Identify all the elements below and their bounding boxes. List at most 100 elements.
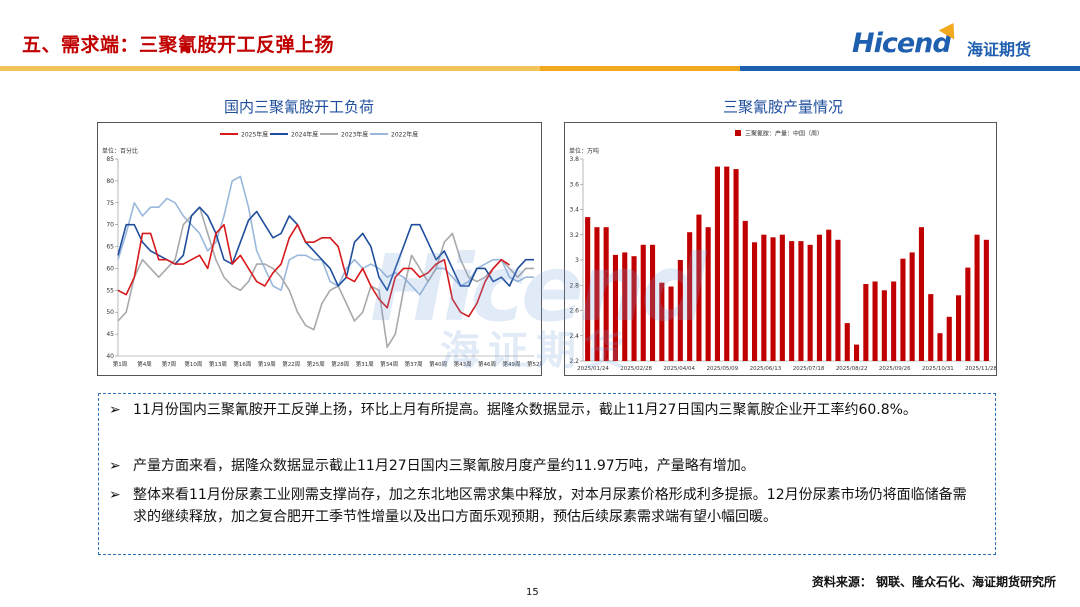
- y-tick-label: 60: [106, 265, 114, 272]
- bar: [724, 166, 730, 361]
- chart1-svg: 单位：百分比 2025年度 2024年度 2023年度 2022年度 40 45 50 55 60…: [102, 131, 541, 369]
- bar: [937, 333, 943, 361]
- logo-text: Hicend: [852, 28, 952, 59]
- bar: [946, 316, 952, 361]
- x-tick-label: 第4周: [137, 360, 152, 368]
- y-tick-label: 85: [106, 156, 114, 163]
- chart2-title: 三聚氰胺产量情况: [723, 98, 844, 116]
- x-tick-label: 2025/06/13: [750, 366, 782, 372]
- legend-label-4: 2022年度: [391, 131, 418, 139]
- bullet-text: 整体来看11月份尿素工业刚需支撑尚存，加之东北地区需求集中释放，对本月尿素价格形…: [133, 487, 967, 525]
- bullet-arrow-icon: ➢: [109, 458, 121, 474]
- y-tick-label: 3.4: [569, 207, 579, 214]
- x-tick-label: 第16周: [233, 360, 251, 368]
- bar: [965, 267, 971, 361]
- legend-label-2: 2024年度: [291, 131, 318, 139]
- x-tick-label: 第22周: [282, 360, 300, 368]
- x-tick-label: 2025/08/22: [836, 366, 868, 372]
- y-tick-label: 2.6: [569, 308, 579, 315]
- y-tick-label: 70: [106, 222, 114, 229]
- x-tick-label: 第28周: [331, 360, 349, 368]
- logo-cn: 海证期货: [967, 40, 1032, 59]
- x-tick-label: 2025/05/09: [706, 366, 738, 372]
- chart1-box: 单位：百分比 2025年度 2024年度 2023年度 2022年度 40 45 50 55 60…: [97, 122, 542, 376]
- bullet-1: ➢ 11月份国内三聚氰胺开工反弹上扬，环比上月有所提高。据隆众数据显示，截止11…: [109, 399, 979, 421]
- chart2-unit-label: 单位：万吨: [569, 147, 599, 155]
- x-tick-label: 第31周: [356, 360, 374, 368]
- bar: [714, 166, 720, 361]
- x-tick-label: 第37周: [405, 360, 423, 368]
- bar: [854, 344, 860, 361]
- y-tick-label: 2.2: [569, 358, 579, 365]
- source-note: 资料来源： 钢联、隆众石化、海证期货研究所: [811, 575, 1056, 589]
- legend-label-bar: 三聚氰胺：产量：中国（周）: [745, 130, 823, 138]
- legend-label-1: 2025年度: [241, 131, 268, 139]
- bar: [612, 254, 618, 361]
- header-bar-blue: [740, 66, 1080, 71]
- bar: [687, 232, 693, 361]
- chart1-title: 国内三聚氰胺开工负荷: [224, 98, 375, 116]
- bar: [826, 229, 832, 361]
- bar: [761, 234, 767, 361]
- bar: [974, 234, 980, 361]
- x-tick-label: 2025/10/31: [922, 366, 954, 372]
- y-tick-label: 55: [106, 287, 114, 294]
- bar: [863, 284, 869, 361]
- y-tick-label: 65: [106, 244, 114, 251]
- legend-label-3: 2023年度: [341, 131, 368, 139]
- y-tick-label: 3.2: [569, 232, 579, 239]
- x-tick-label: 第49周: [503, 360, 521, 368]
- summary-box: ➢ 11月份国内三聚氰胺开工反弹上扬，环比上月有所提高。据隆众数据显示，截止11…: [98, 393, 996, 555]
- bar: [983, 239, 989, 361]
- x-tick-label: 第34周: [380, 360, 398, 368]
- bar: [696, 214, 702, 361]
- chart2-svg: 单位：万吨 三聚氰胺：产量：中国（周） 2.2 2.4 2.6 2.8 3 3.2 3.4 3.6…: [569, 130, 996, 373]
- hicend-logo: Hicend 海证期货: [852, 18, 1062, 68]
- bar: [705, 227, 711, 361]
- bar: [677, 260, 683, 361]
- x-tick-label: 第7周: [162, 360, 177, 368]
- bar: [770, 237, 776, 361]
- y-tick-label: 3: [575, 257, 579, 264]
- y-tick-label: 40: [106, 353, 114, 360]
- bar: [891, 281, 897, 361]
- chart1-unit-label: 单位：百分比: [102, 147, 138, 155]
- bar: [668, 286, 674, 361]
- bar: [779, 234, 785, 361]
- series-line-1: [117, 223, 510, 318]
- bullet-text: 11月份国内三聚氰胺开工反弹上扬，环比上月有所提高。据隆众数据显示，截止11月2…: [133, 402, 917, 418]
- y-tick-label: 2.4: [569, 333, 579, 340]
- x-tick-label: 2025/09/26: [879, 366, 911, 372]
- y-tick-label: 75: [106, 200, 114, 207]
- bar: [650, 244, 656, 361]
- bullet-3: ➢ 整体来看11月份尿素工业刚需支撑尚存，加之东北地区需求集中释放，对本月尿素价…: [109, 484, 979, 528]
- x-tick-label: 第40周: [429, 360, 447, 368]
- bar: [789, 241, 795, 361]
- series-line-2: [117, 206, 534, 292]
- y-tick-label: 45: [106, 331, 114, 338]
- bar: [918, 227, 924, 361]
- x-tick-label: 第1周: [113, 360, 128, 368]
- x-tick-label: 第46周: [478, 360, 496, 368]
- y-tick-label: 3.6: [569, 181, 579, 188]
- bar: [807, 244, 813, 361]
- bar: [881, 290, 887, 361]
- x-tick-label: 第13周: [209, 360, 227, 368]
- bar: [928, 294, 934, 361]
- bar: [872, 281, 878, 361]
- series-line-3: [117, 206, 534, 348]
- y-tick-label: 3.8: [569, 156, 579, 163]
- bar: [900, 258, 906, 361]
- bar: [603, 227, 609, 361]
- bullet-arrow-icon: ➢: [109, 402, 121, 418]
- slide-title: 五、需求端：三聚氰胺开工反弹上扬: [22, 34, 335, 56]
- bullet-arrow-icon: ➢: [109, 487, 121, 503]
- bar: [835, 239, 841, 361]
- bar: [640, 244, 646, 361]
- x-tick-label: 2025/02/28: [620, 366, 652, 372]
- bar: [733, 169, 739, 361]
- bar: [659, 282, 665, 361]
- y-tick-label: 2.8: [569, 282, 579, 289]
- x-tick-label: 第52周: [527, 360, 541, 368]
- bar: [909, 252, 915, 361]
